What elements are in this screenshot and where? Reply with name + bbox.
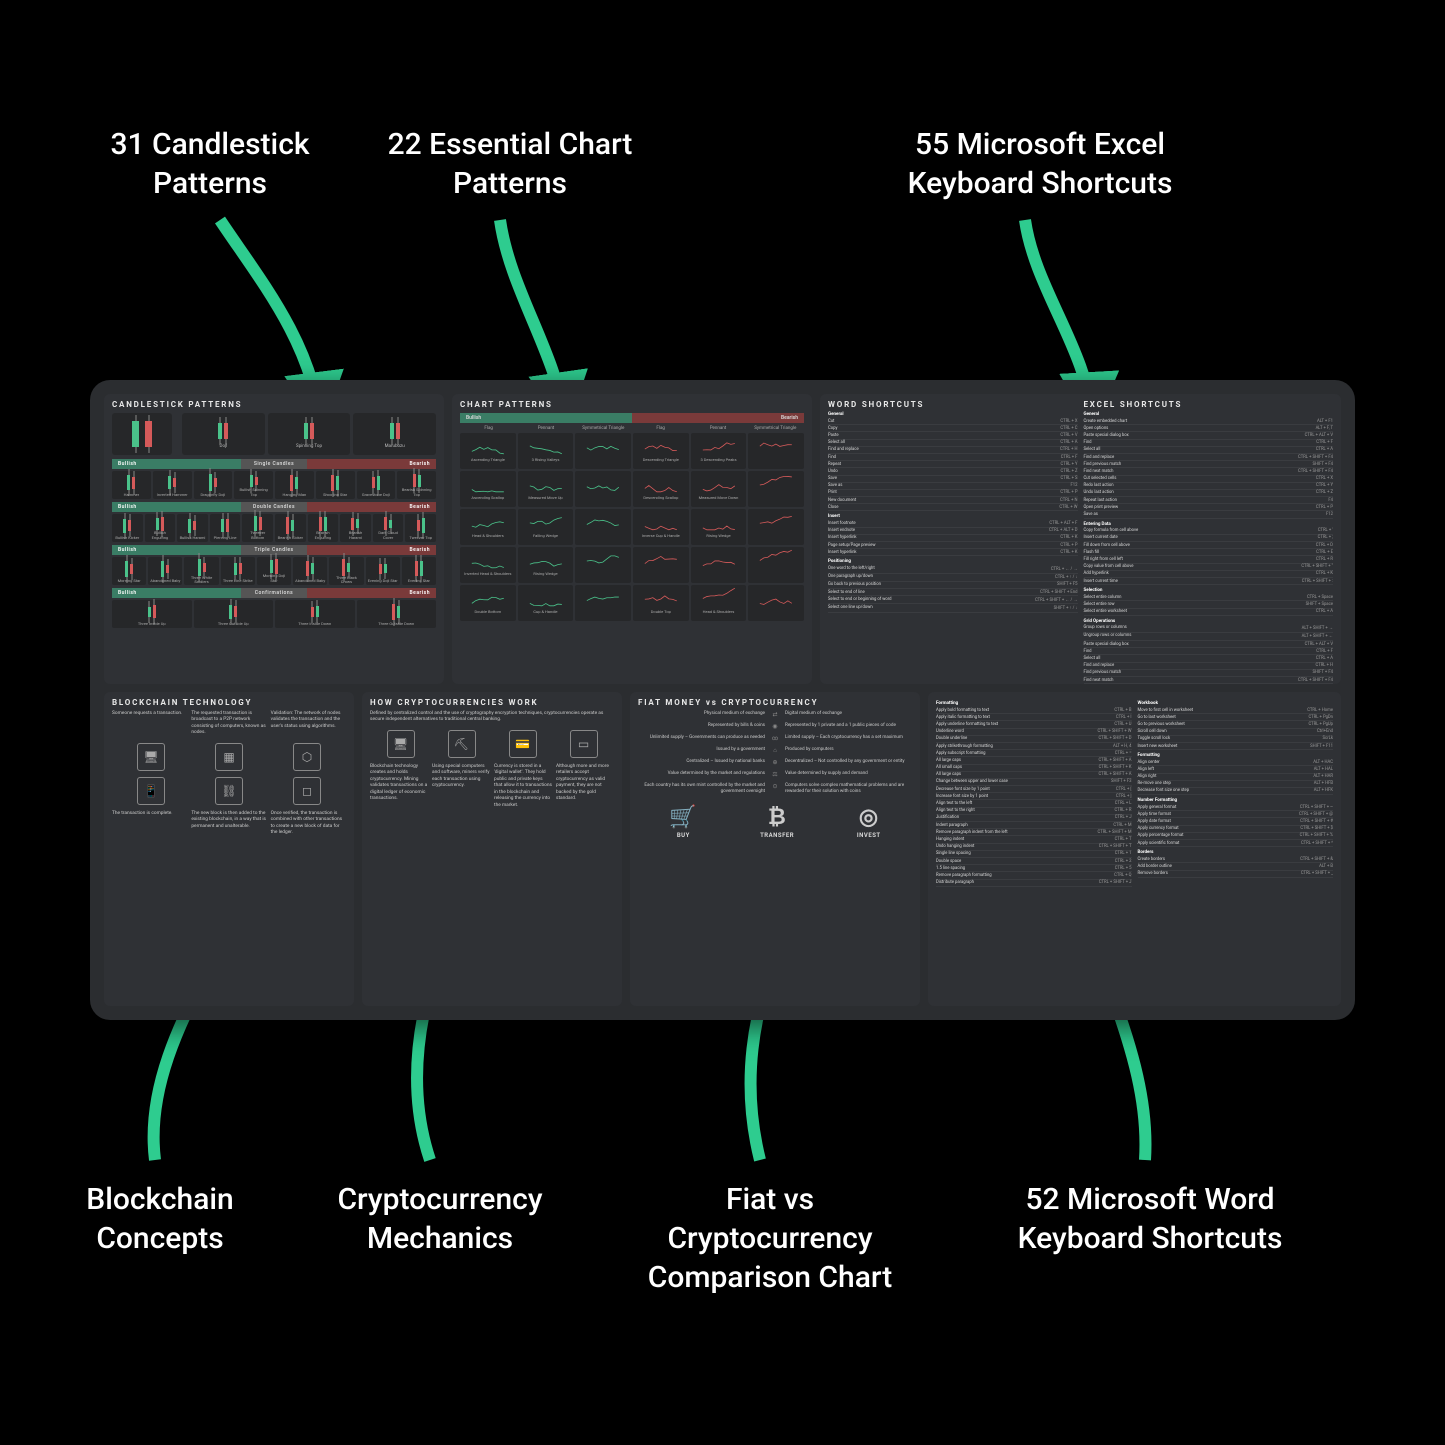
computer-icon: 🖥 xyxy=(137,743,165,771)
candle-anatomy xyxy=(112,413,172,455)
panel-fiat: FIAT MONEY vs CRYPTOCURRENCY Physical me… xyxy=(630,692,920,1006)
network-icon: ▦ xyxy=(215,743,243,771)
callout-crypto: Cryptocurrency Mechanics xyxy=(290,1180,590,1258)
transfer-icon: ₿TRANSFER xyxy=(760,804,794,839)
wallet-icon: 💳 xyxy=(509,730,537,758)
monitor-icon: 🖥 xyxy=(387,730,415,758)
callout-chart-patterns: 22 Essential Chart Patterns xyxy=(380,125,640,203)
word-shortcuts: WORD SHORTCUTS GeneralCutCTRL + XCopyCTR… xyxy=(828,400,1078,684)
panel-shortcuts: WORD SHORTCUTS GeneralCutCTRL + XCopyCTR… xyxy=(820,394,1341,684)
callout-candlestick: 31 Candlestick Patterns xyxy=(80,125,340,203)
gold-icon: ▭ xyxy=(570,730,598,758)
panel-title: CANDLESTICK PATTERNS xyxy=(112,400,436,409)
callout-blockchain: Blockchain Concepts xyxy=(50,1180,270,1258)
callout-word: 52 Microsoft Word Keyboard Shortcuts xyxy=(960,1180,1340,1258)
panel-crypto: HOW CRYPTOCURRENCIES WORK Defined by cen… xyxy=(362,692,622,1006)
panel-blockchain: BLOCKCHAIN TECHNOLOGY Someone requests a… xyxy=(104,692,354,1006)
desk-mat: CANDLESTICK PATTERNS DojiSpinning TopMar… xyxy=(90,380,1355,1020)
panel-candlestick: CANDLESTICK PATTERNS DojiSpinning TopMar… xyxy=(104,394,444,684)
callout-fiat: Fiat vs Cryptocurrency Comparison Chart xyxy=(620,1180,920,1297)
excel-shortcuts: EXCEL SHORTCUTS GeneralCreate embedded c… xyxy=(1084,400,1334,684)
block-icon: ◻ xyxy=(293,777,321,805)
panel-chart-patterns: CHART PATTERNS Bullish Bearish FlagPenna… xyxy=(452,394,812,684)
device-icon: 📱 xyxy=(137,777,165,805)
chain-icon: ⛓ xyxy=(215,777,243,805)
panel-title: CHART PATTERNS xyxy=(460,400,804,409)
nodes-icon: ⬡ xyxy=(293,743,321,771)
panel-shortcuts-extra: FormattingApply bold formatting to textC… xyxy=(928,692,1341,1006)
invest-icon: ◎INVEST xyxy=(857,805,881,839)
mining-icon: ⛏ xyxy=(448,730,476,758)
callout-excel: 55 Microsoft Excel Keyboard Shortcuts xyxy=(860,125,1220,203)
buy-icon: 🛒BUY xyxy=(669,805,697,839)
